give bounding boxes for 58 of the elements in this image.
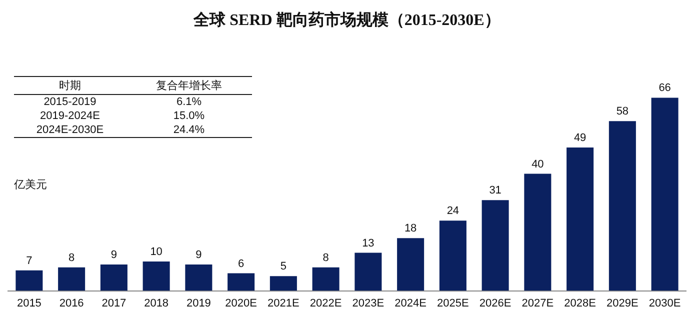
x-tick-label: 2030E [648, 297, 681, 310]
annotation: 15.0% [172, 109, 206, 123]
data-label: 24 [446, 205, 460, 218]
bar [185, 264, 212, 291]
text: 复合年增长率 [156, 80, 222, 92]
y-axis-title: 亿美元 [14, 178, 47, 192]
data-label: 8 [322, 252, 329, 264]
chart-title: 全球 SERD 靶向药市场规模（2015-2030E） [192, 10, 502, 31]
bar [16, 270, 43, 291]
annotation: 2019-2024E [39, 109, 101, 123]
annotation: 2015-2019 [42, 95, 98, 109]
data-label: 8 [68, 252, 75, 264]
data-label: 49 [574, 132, 586, 144]
x-tick-label: 2028E [564, 297, 596, 310]
bar [58, 267, 86, 291]
data-label: 10 [150, 246, 162, 258]
bar [439, 220, 466, 291]
bar [270, 276, 297, 291]
bar [397, 238, 424, 291]
bar [566, 147, 594, 291]
data-label: 9 [196, 249, 202, 261]
x-tick-label: 2021E [268, 297, 300, 310]
data-label: 9 [110, 249, 117, 261]
x-tick-label: 2023E [352, 297, 384, 310]
x-tick-label: 2018 [144, 297, 169, 310]
annotation: 6.1% [175, 95, 203, 109]
data-label: 66 [658, 82, 671, 94]
bar [354, 252, 382, 291]
data-label: 18 [404, 222, 417, 235]
data-label: 13 [362, 237, 374, 250]
x-tick-label: 2029E [606, 297, 638, 310]
bar [312, 267, 340, 291]
bar [524, 174, 552, 291]
x-tick-label: 2017 [102, 297, 126, 310]
bar [482, 200, 509, 291]
x-tick-label: 2027E [522, 297, 554, 310]
annotation: 24.4% [126, 123, 252, 138]
text: 时期 [59, 80, 81, 92]
data-label: 7 [26, 254, 32, 267]
data-label: 58 [616, 106, 629, 118]
data-label: 6 [238, 258, 244, 270]
x-tick-label: 2022E [310, 297, 342, 310]
bar [100, 264, 128, 291]
x-tick-label: 2019 [186, 297, 211, 310]
x-tick-label: 2020E [225, 297, 257, 310]
x-tick-label: 2015 [16, 297, 42, 310]
data-label: 40 [532, 158, 544, 170]
x-tick-label: 2024E [394, 297, 426, 310]
x-tick-label: 2016 [59, 297, 84, 310]
bar [608, 121, 636, 291]
bar [228, 273, 255, 291]
annotation: 2024E-2030E [14, 123, 126, 138]
bar [142, 262, 170, 291]
x-tick-label: 2026E [479, 297, 512, 310]
data-label: 31 [489, 184, 502, 197]
bar [651, 98, 678, 291]
x-tick-label: 2025E [437, 297, 469, 310]
data-label: 5 [280, 260, 286, 273]
